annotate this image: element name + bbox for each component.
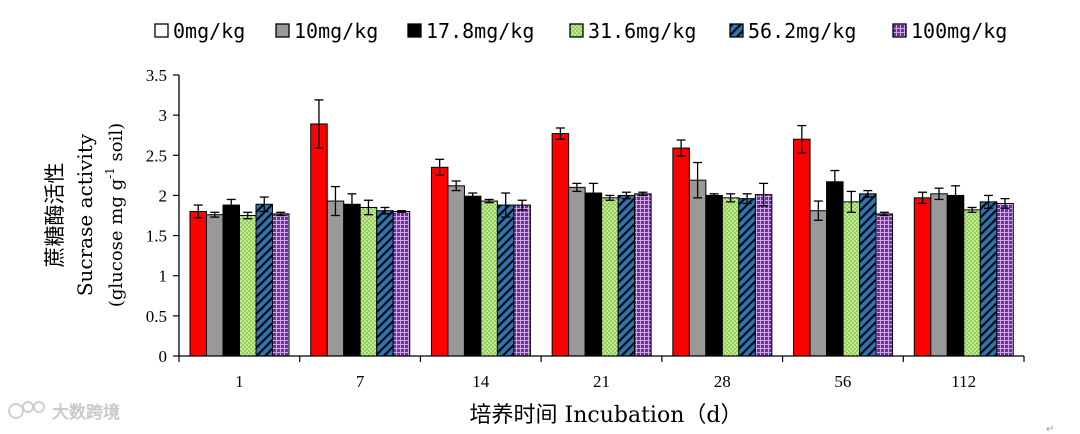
bar bbox=[584, 192, 603, 357]
legend-label: 31.6mg/kg bbox=[588, 19, 696, 43]
x-tick-label: 1 bbox=[235, 372, 244, 391]
legend-label: 100mg/kg bbox=[911, 19, 1007, 43]
x-tick-label: 21 bbox=[593, 372, 610, 391]
bar bbox=[359, 206, 378, 357]
y-axis-title-en: Sucrase activity bbox=[73, 133, 97, 296]
bar bbox=[255, 203, 273, 357]
bar bbox=[568, 186, 586, 357]
chart-legend: 0mg/kg 10mg/kg 17.8mg/kg 31.6mg/kg 56.2mg/kg… bbox=[154, 19, 1007, 43]
bar bbox=[946, 194, 965, 357]
watermark: 大数跨境 bbox=[8, 401, 120, 423]
bar bbox=[310, 123, 328, 357]
bar bbox=[326, 200, 345, 357]
bar bbox=[392, 210, 411, 357]
y-tick-label: 2 bbox=[159, 186, 168, 205]
bar bbox=[480, 200, 498, 357]
bar bbox=[376, 210, 394, 357]
watermark-text: 大数跨境 bbox=[52, 402, 120, 423]
legend-swatch bbox=[407, 23, 422, 38]
bar bbox=[963, 209, 981, 357]
bar bbox=[913, 197, 932, 357]
y-axis-title-unit: (glucose mg g-1 soil) bbox=[103, 123, 127, 307]
bar bbox=[809, 210, 828, 357]
bar-series bbox=[189, 99, 1014, 357]
x-tick-label: 7 bbox=[356, 372, 365, 391]
return-mark-icon: ↵ bbox=[1046, 424, 1054, 434]
bar bbox=[721, 197, 740, 357]
bar bbox=[996, 202, 1014, 357]
bar bbox=[496, 204, 515, 357]
bar bbox=[222, 204, 240, 357]
legend-label: 10mg/kg bbox=[294, 19, 378, 43]
bar bbox=[930, 193, 948, 357]
bar bbox=[601, 197, 619, 357]
x-tick-label: 14 bbox=[472, 372, 490, 391]
y-unit-prefix: (glucose mg g bbox=[106, 179, 127, 307]
y-tick-label: 1 bbox=[159, 267, 168, 286]
legend-swatch bbox=[569, 23, 584, 38]
bar bbox=[859, 193, 877, 357]
bar bbox=[189, 210, 207, 357]
bar bbox=[447, 185, 465, 357]
legend-swatch bbox=[154, 23, 169, 38]
y-tick-label: 1.5 bbox=[146, 227, 167, 246]
x-axis-title: 培养时间 Incubation（d） bbox=[470, 403, 743, 428]
y-unit-suffix: soil) bbox=[106, 123, 127, 167]
x-tick-label: 112 bbox=[951, 372, 976, 391]
bar bbox=[705, 194, 723, 357]
bar bbox=[551, 133, 570, 357]
y-tick-label: 0.5 bbox=[146, 307, 167, 326]
x-tick-label: 28 bbox=[714, 372, 731, 391]
bar bbox=[754, 194, 773, 357]
x-tick-label: 56 bbox=[834, 372, 851, 391]
y-axis: 0 0.5 1 1.5 2 2.5 3 3.5 bbox=[146, 66, 180, 366]
bar bbox=[826, 181, 844, 357]
x-axis: 1 7 14 21 28 56 112 bbox=[178, 355, 1025, 391]
bar bbox=[617, 194, 636, 357]
bar bbox=[979, 201, 998, 357]
y-tick-label: 3.5 bbox=[146, 66, 167, 85]
bar bbox=[272, 213, 290, 357]
bar bbox=[738, 198, 756, 357]
y-tick-label: 2.5 bbox=[146, 146, 167, 165]
bar bbox=[430, 166, 449, 357]
y-unit-sup: -1 bbox=[103, 167, 117, 179]
legend-swatch bbox=[275, 23, 290, 38]
legend-label: 0mg/kg bbox=[173, 19, 245, 43]
legend-label: 56.2mg/kg bbox=[748, 19, 856, 43]
bar bbox=[206, 214, 224, 357]
bar bbox=[239, 215, 257, 357]
y-tick-label: 3 bbox=[159, 106, 168, 125]
bar bbox=[842, 201, 861, 357]
bar bbox=[793, 138, 811, 357]
bar bbox=[513, 204, 531, 357]
bar bbox=[634, 193, 652, 357]
legend-label: 17.8mg/kg bbox=[426, 19, 534, 43]
y-tick-label: 0 bbox=[159, 347, 168, 366]
y-axis-title: 蔗糖酶活性 Sucrase activity (glucose mg g-1 s… bbox=[43, 123, 127, 307]
y-axis-title-cn: 蔗糖酶活性 bbox=[43, 163, 67, 268]
bar bbox=[343, 203, 361, 357]
bar bbox=[875, 213, 894, 357]
legend-swatch bbox=[729, 23, 744, 38]
bar bbox=[688, 179, 707, 357]
watermark-logo-icon bbox=[8, 401, 45, 419]
legend-swatch bbox=[892, 23, 907, 38]
bar bbox=[672, 147, 690, 357]
bar bbox=[463, 195, 482, 357]
